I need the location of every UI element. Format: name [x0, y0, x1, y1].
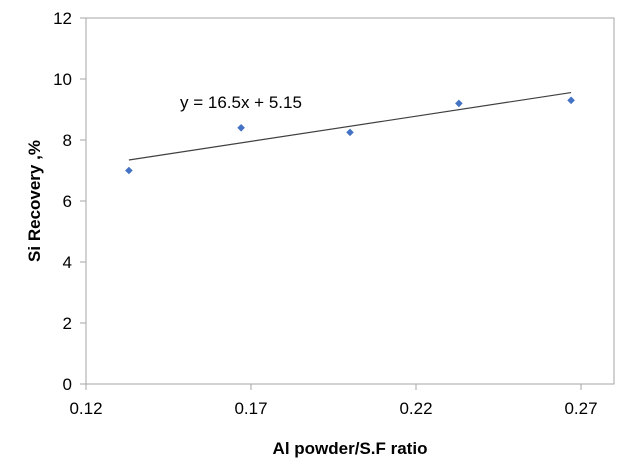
y-axis-title: Si Recovery ,% — [25, 140, 44, 262]
trendline-equation: y = 16.5x + 5.15 — [180, 93, 302, 112]
data-points — [125, 96, 575, 175]
y-tick-label: 0 — [63, 375, 72, 394]
y-tick-label: 6 — [63, 192, 72, 211]
data-point — [346, 128, 354, 137]
y-tick-label: 2 — [63, 314, 72, 333]
plot-area — [85, 17, 615, 385]
x-tick-label: 0.12 — [69, 399, 102, 418]
y-tick-label: 4 — [63, 253, 72, 272]
y-tick-label: 8 — [63, 131, 72, 150]
y-tick-label: 12 — [53, 9, 72, 28]
y-tick-label: 10 — [53, 70, 72, 89]
x-axis: 0.12 0.17 0.22 0.27 — [69, 384, 598, 418]
x-axis-title: Al powder/S.F ratio — [273, 439, 428, 458]
data-point — [125, 166, 133, 175]
data-point — [567, 96, 575, 105]
x-tick-label: 0.27 — [564, 399, 597, 418]
x-tick-label: 0.22 — [399, 399, 432, 418]
trendline — [128, 91, 572, 161]
data-point — [455, 99, 463, 108]
data-point — [237, 124, 245, 132]
trendline-group — [128, 91, 572, 161]
x-tick-label: 0.17 — [234, 399, 267, 418]
y-axis: 0 2 4 6 8 10 12 — [53, 9, 86, 394]
